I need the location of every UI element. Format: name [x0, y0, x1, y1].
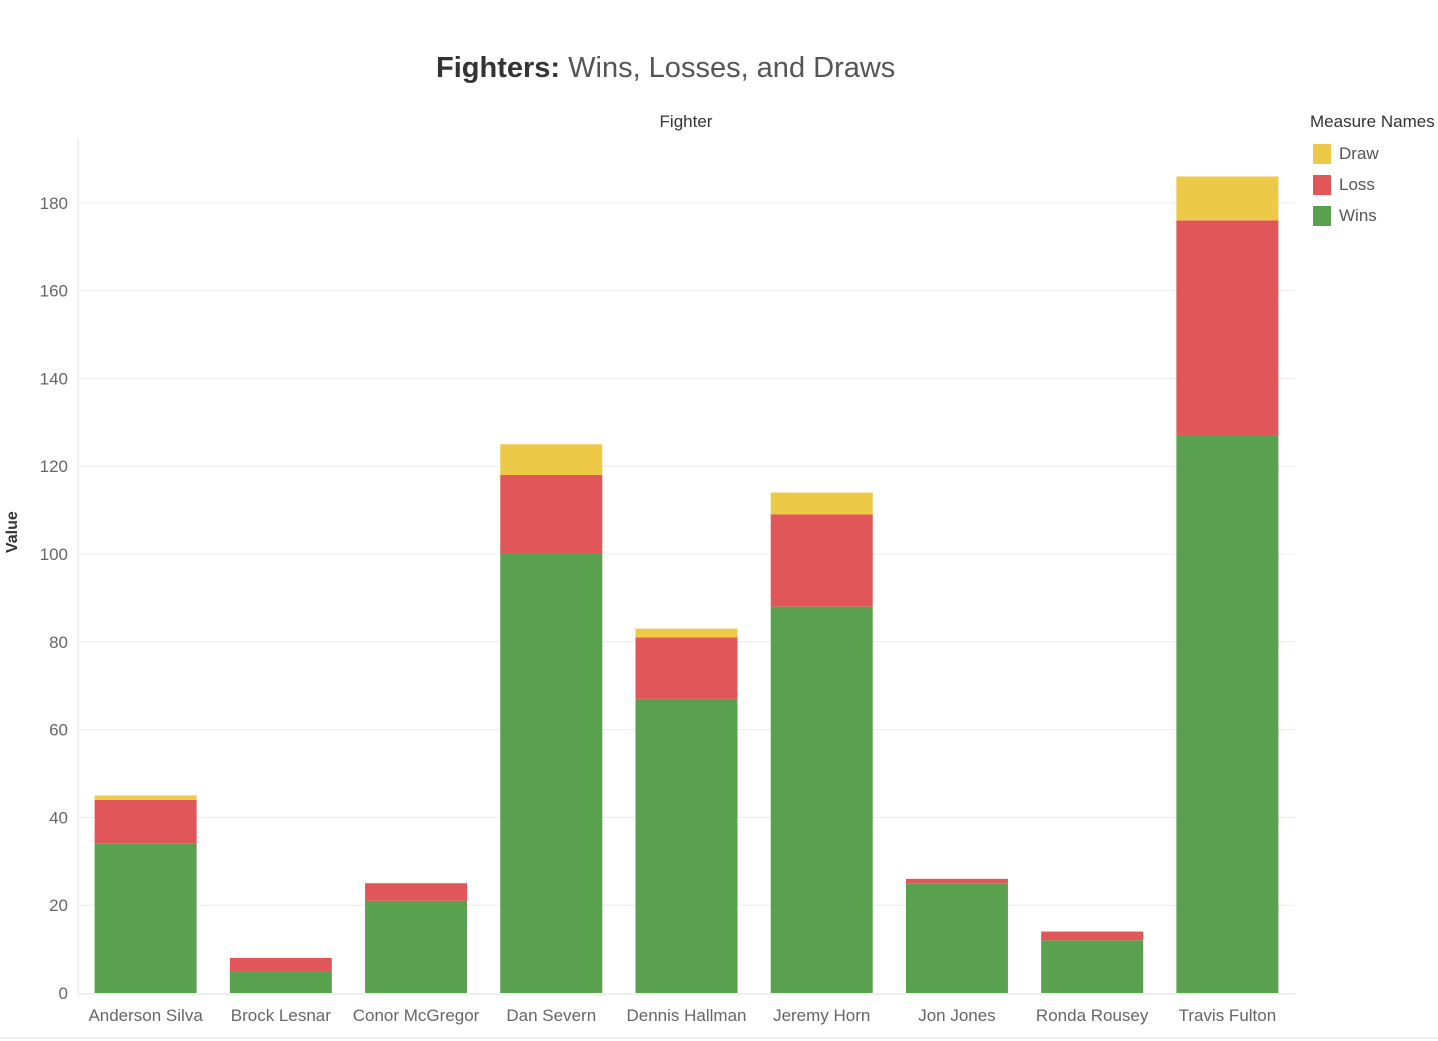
y-tick-label: 0	[59, 984, 68, 1003]
x-tick-label: Jon Jones	[918, 1006, 996, 1025]
x-tick-label: Jeremy Horn	[773, 1006, 870, 1025]
y-tick-label: 80	[49, 633, 68, 652]
y-tick-label: 120	[40, 457, 68, 476]
x-tick-label: Dennis Hallman	[627, 1006, 747, 1025]
legend-label: Wins	[1339, 205, 1377, 225]
bar-segment-wins	[770, 606, 873, 993]
legend: Measure Names Draw Loss Wins	[1310, 112, 1435, 231]
y-tick-label: 20	[49, 896, 68, 915]
y-tick-label: 180	[40, 194, 68, 213]
bar-segment-loss	[905, 878, 1008, 884]
bar-segment-loss	[1176, 220, 1279, 436]
legend-label: Loss	[1339, 174, 1375, 194]
bar-segment-loss	[635, 637, 738, 699]
bar-segment-wins	[365, 900, 468, 993]
y-tick-label: 160	[40, 282, 68, 301]
bar-segment-draw	[500, 444, 603, 475]
y-tick-label: 60	[49, 721, 68, 740]
bar-segment-loss	[229, 957, 332, 972]
legend-swatch	[1313, 174, 1331, 195]
legend-item-draw[interactable]: Draw	[1310, 138, 1435, 169]
x-tick-label: Travis Fulton	[1179, 1006, 1277, 1025]
bar-segment-wins	[1041, 940, 1144, 993]
x-tick-label: Brock Lesnar	[231, 1006, 331, 1025]
legend-swatch	[1313, 143, 1331, 164]
bar-segment-loss	[770, 514, 873, 607]
x-tick-label: Dan Severn	[506, 1006, 596, 1025]
bar-segment-loss	[500, 474, 603, 554]
x-tick-label: Ronda Rousey	[1036, 1006, 1149, 1025]
bar-segment-wins	[229, 971, 332, 993]
bar-segment-loss	[1041, 931, 1144, 941]
bar-segment-draw	[770, 492, 873, 515]
legend-swatch	[1313, 205, 1331, 226]
y-tick-label: 140	[40, 369, 68, 388]
bar-segment-wins	[635, 698, 738, 993]
column-header: Fighter	[659, 112, 713, 131]
bar-segment-wins	[94, 843, 197, 993]
chart-title-rest: Wins, Losses, and Draws	[568, 52, 896, 84]
x-tick-label: Conor McGregor	[353, 1006, 480, 1025]
bar-segment-wins	[500, 554, 603, 993]
bar-segment-draw	[94, 795, 197, 800]
bar-segment-wins	[905, 883, 1008, 993]
legend-label: Draw	[1339, 143, 1379, 163]
legend-title: Measure Names	[1310, 112, 1435, 131]
legend-items: Draw Loss Wins	[1310, 138, 1435, 231]
bar-segment-wins	[1176, 435, 1279, 994]
bar-segment-loss	[365, 883, 468, 901]
y-tick-label: 100	[40, 545, 68, 564]
chart-title-bold: Fighters:	[436, 52, 561, 84]
legend-item-loss[interactable]: Loss	[1310, 169, 1435, 200]
bar-segment-loss	[94, 799, 197, 844]
bar-segment-draw	[1176, 176, 1279, 221]
chart-title: Fighters: Wins, Losses, and Draws	[436, 52, 895, 85]
y-tick-label: 40	[49, 808, 68, 827]
x-tick-label: Anderson Silva	[88, 1006, 203, 1025]
bar-segment-draw	[635, 628, 738, 638]
legend-item-wins[interactable]: Wins	[1310, 200, 1435, 231]
